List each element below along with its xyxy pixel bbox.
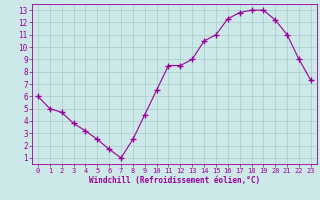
X-axis label: Windchill (Refroidissement éolien,°C): Windchill (Refroidissement éolien,°C) bbox=[89, 176, 260, 185]
